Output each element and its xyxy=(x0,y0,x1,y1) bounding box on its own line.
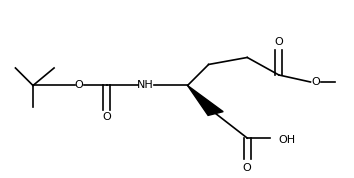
Text: O: O xyxy=(274,37,283,47)
Text: NH: NH xyxy=(137,80,154,90)
Text: O: O xyxy=(312,77,320,87)
Text: O: O xyxy=(74,80,83,90)
Text: OH: OH xyxy=(279,135,296,145)
Text: O: O xyxy=(102,112,111,122)
Text: O: O xyxy=(243,163,252,173)
Polygon shape xyxy=(188,85,223,115)
